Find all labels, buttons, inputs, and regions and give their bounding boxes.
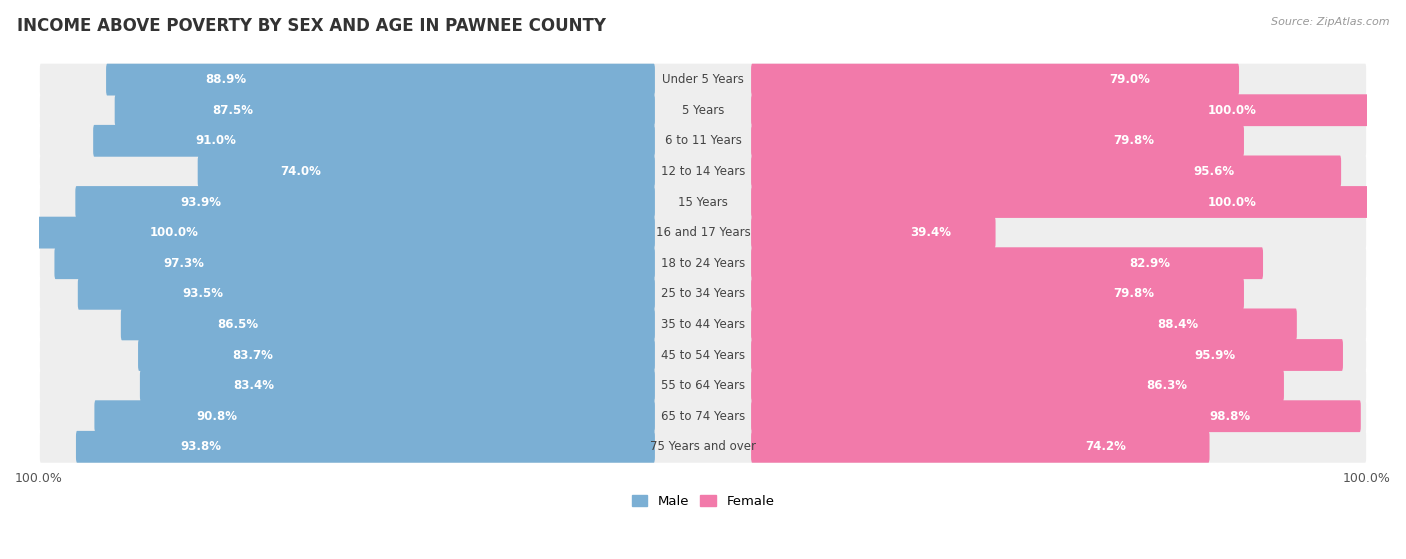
FancyBboxPatch shape — [141, 369, 655, 401]
FancyBboxPatch shape — [198, 155, 655, 187]
FancyBboxPatch shape — [55, 247, 655, 279]
FancyBboxPatch shape — [39, 217, 1367, 249]
FancyBboxPatch shape — [39, 369, 1367, 401]
Text: 90.8%: 90.8% — [195, 410, 238, 423]
FancyBboxPatch shape — [93, 125, 655, 157]
Text: 65 to 74 Years: 65 to 74 Years — [661, 410, 745, 423]
FancyBboxPatch shape — [94, 400, 655, 432]
Text: 79.0%: 79.0% — [1109, 73, 1150, 86]
Text: 95.9%: 95.9% — [1195, 348, 1236, 362]
FancyBboxPatch shape — [751, 125, 1244, 157]
Text: 25 to 34 Years: 25 to 34 Years — [661, 287, 745, 300]
Text: 15 Years: 15 Years — [678, 196, 728, 209]
FancyBboxPatch shape — [751, 339, 1343, 371]
Text: 83.4%: 83.4% — [233, 379, 274, 392]
Text: 95.6%: 95.6% — [1194, 165, 1234, 178]
Text: 93.9%: 93.9% — [180, 196, 221, 209]
Text: 87.5%: 87.5% — [212, 104, 253, 117]
FancyBboxPatch shape — [138, 339, 655, 371]
Text: 5 Years: 5 Years — [682, 104, 724, 117]
Text: 86.3%: 86.3% — [1146, 379, 1187, 392]
Text: 74.0%: 74.0% — [281, 165, 322, 178]
Text: 88.4%: 88.4% — [1157, 318, 1198, 331]
FancyBboxPatch shape — [751, 155, 1341, 187]
FancyBboxPatch shape — [751, 217, 995, 249]
FancyBboxPatch shape — [39, 400, 1367, 432]
Text: 79.8%: 79.8% — [1114, 134, 1154, 148]
Text: INCOME ABOVE POVERTY BY SEX AND AGE IN PAWNEE COUNTY: INCOME ABOVE POVERTY BY SEX AND AGE IN P… — [17, 17, 606, 35]
FancyBboxPatch shape — [39, 247, 1367, 279]
Text: Under 5 Years: Under 5 Years — [662, 73, 744, 86]
FancyBboxPatch shape — [77, 278, 655, 310]
FancyBboxPatch shape — [39, 155, 1367, 187]
Text: 97.3%: 97.3% — [163, 257, 204, 269]
Text: 100.0%: 100.0% — [1208, 196, 1257, 209]
FancyBboxPatch shape — [751, 64, 1239, 96]
FancyBboxPatch shape — [76, 431, 655, 463]
Text: 79.8%: 79.8% — [1114, 287, 1154, 300]
Text: 83.7%: 83.7% — [232, 348, 273, 362]
Text: 74.2%: 74.2% — [1085, 440, 1126, 453]
FancyBboxPatch shape — [39, 339, 1367, 371]
FancyBboxPatch shape — [751, 369, 1284, 401]
FancyBboxPatch shape — [751, 94, 1368, 126]
Text: 93.8%: 93.8% — [181, 440, 222, 453]
FancyBboxPatch shape — [39, 125, 1367, 157]
Legend: Male, Female: Male, Female — [626, 490, 780, 513]
FancyBboxPatch shape — [39, 94, 1367, 126]
FancyBboxPatch shape — [105, 64, 655, 96]
FancyBboxPatch shape — [751, 400, 1361, 432]
Text: 93.5%: 93.5% — [183, 287, 224, 300]
Text: 6 to 11 Years: 6 to 11 Years — [665, 134, 741, 148]
FancyBboxPatch shape — [38, 217, 655, 249]
FancyBboxPatch shape — [39, 64, 1367, 96]
Text: 86.5%: 86.5% — [218, 318, 259, 331]
Text: 45 to 54 Years: 45 to 54 Years — [661, 348, 745, 362]
FancyBboxPatch shape — [115, 94, 655, 126]
FancyBboxPatch shape — [751, 247, 1263, 279]
Text: 100.0%: 100.0% — [1208, 104, 1257, 117]
Text: 55 to 64 Years: 55 to 64 Years — [661, 379, 745, 392]
Text: 88.9%: 88.9% — [205, 73, 246, 86]
Text: 18 to 24 Years: 18 to 24 Years — [661, 257, 745, 269]
FancyBboxPatch shape — [76, 186, 655, 218]
FancyBboxPatch shape — [39, 278, 1367, 310]
FancyBboxPatch shape — [39, 309, 1367, 340]
FancyBboxPatch shape — [751, 278, 1244, 310]
FancyBboxPatch shape — [39, 431, 1367, 463]
FancyBboxPatch shape — [39, 186, 1367, 218]
Text: 75 Years and over: 75 Years and over — [650, 440, 756, 453]
Text: 16 and 17 Years: 16 and 17 Years — [655, 226, 751, 239]
Text: 100.0%: 100.0% — [149, 226, 198, 239]
Text: 39.4%: 39.4% — [910, 226, 950, 239]
Text: Source: ZipAtlas.com: Source: ZipAtlas.com — [1271, 17, 1389, 27]
Text: 98.8%: 98.8% — [1209, 410, 1250, 423]
Text: 82.9%: 82.9% — [1129, 257, 1170, 269]
FancyBboxPatch shape — [751, 431, 1209, 463]
Text: 91.0%: 91.0% — [195, 134, 236, 148]
FancyBboxPatch shape — [751, 309, 1296, 340]
Text: 35 to 44 Years: 35 to 44 Years — [661, 318, 745, 331]
FancyBboxPatch shape — [121, 309, 655, 340]
Text: 12 to 14 Years: 12 to 14 Years — [661, 165, 745, 178]
FancyBboxPatch shape — [751, 186, 1368, 218]
